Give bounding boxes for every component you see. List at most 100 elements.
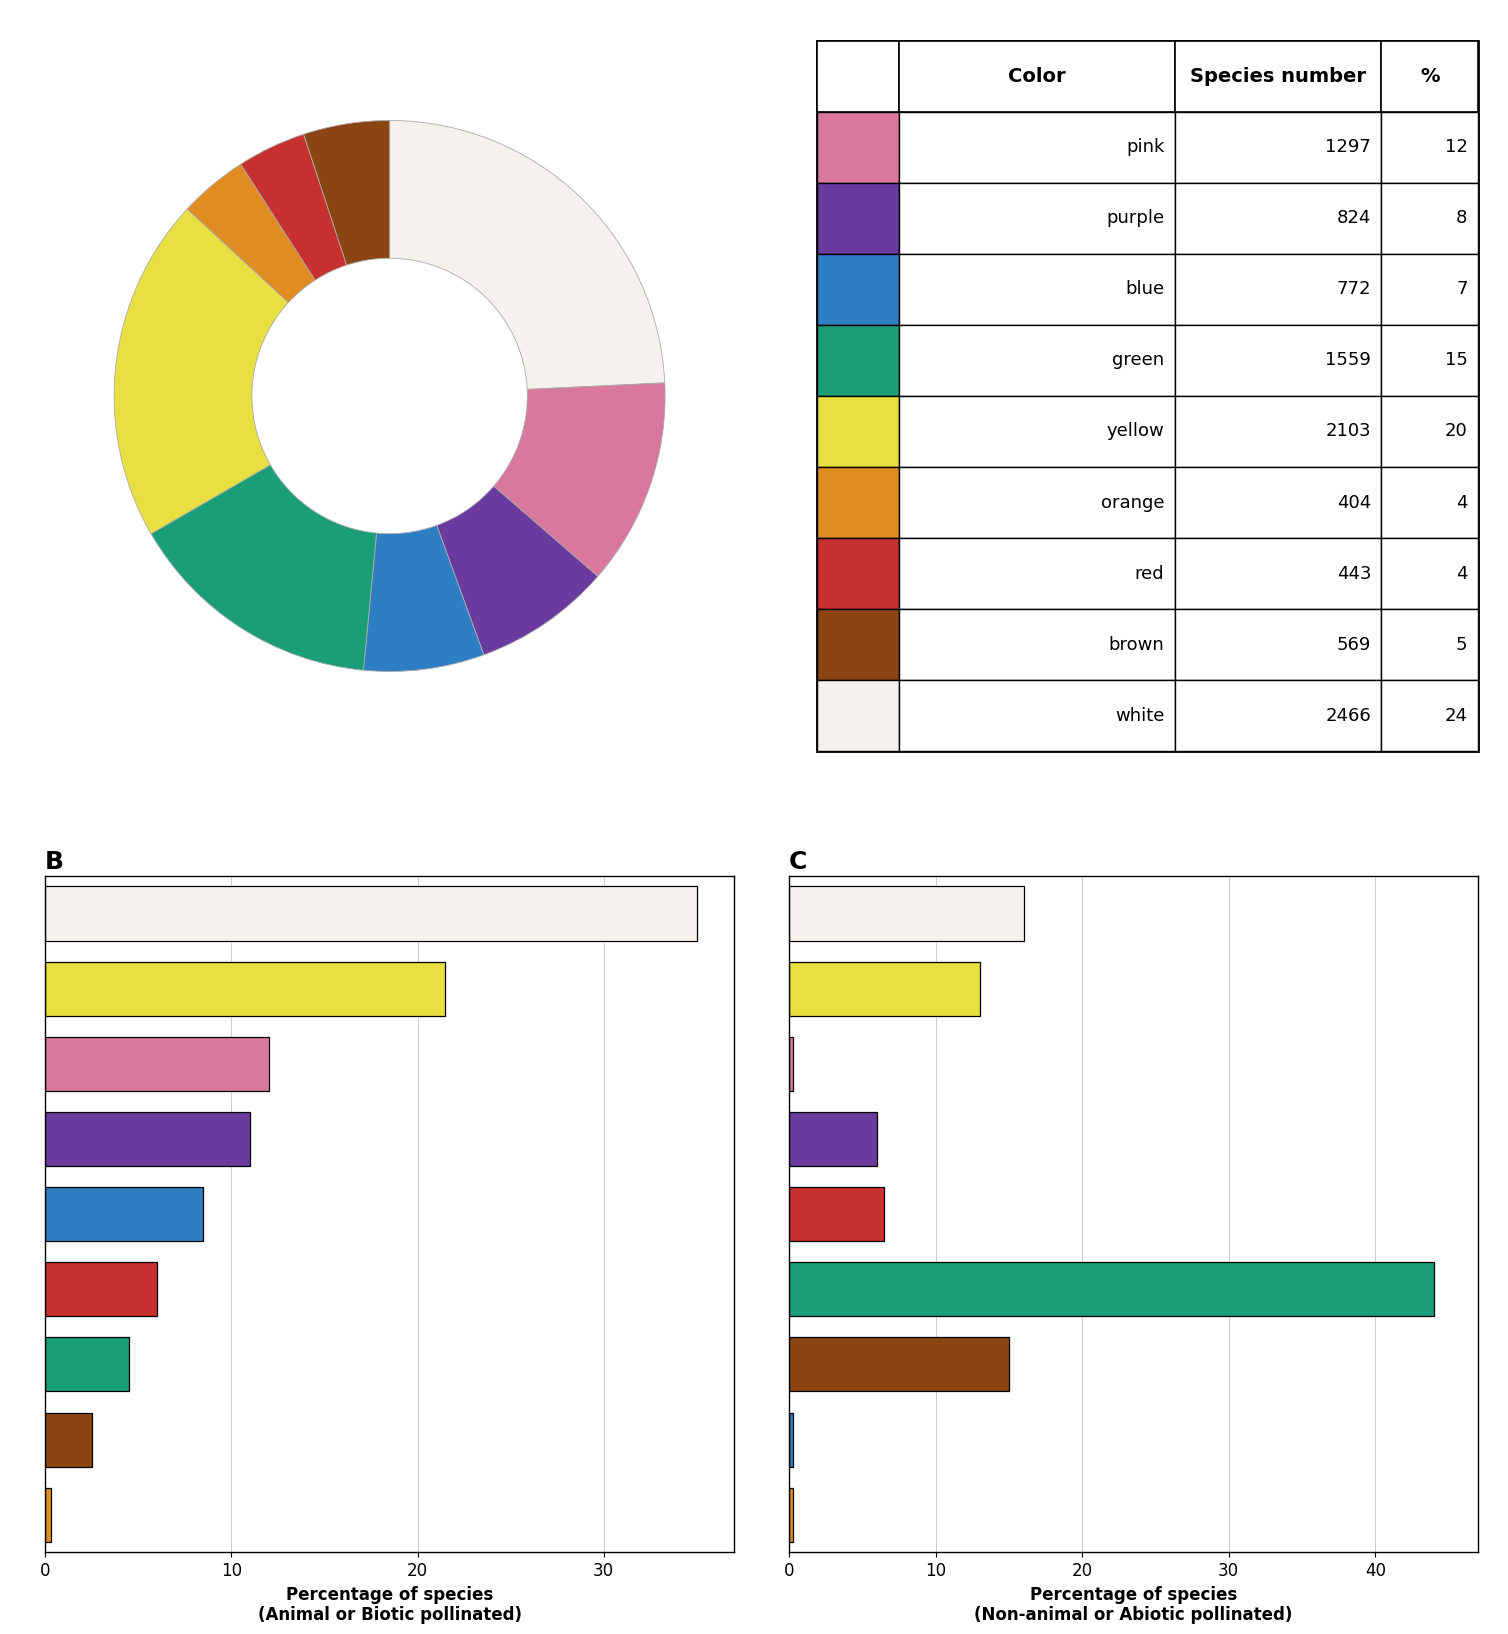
Bar — [789, 1412, 793, 1467]
Text: 15: 15 — [1445, 351, 1467, 369]
Bar — [45, 1337, 130, 1392]
Text: 1297: 1297 — [1326, 139, 1371, 157]
Wedge shape — [303, 121, 389, 265]
X-axis label: Percentage of species
(Animal or Biotic pollinated): Percentage of species (Animal or Biotic … — [258, 1585, 522, 1624]
Bar — [1175, 183, 1381, 253]
Bar — [817, 183, 899, 253]
Bar — [899, 467, 1175, 538]
Bar — [899, 538, 1175, 609]
Bar — [1175, 253, 1381, 325]
Bar — [1175, 680, 1381, 752]
Bar — [1381, 183, 1478, 253]
Bar — [817, 395, 899, 467]
Bar — [899, 183, 1175, 253]
Bar — [789, 1111, 878, 1167]
Bar — [1381, 395, 1478, 467]
Text: 5: 5 — [1457, 636, 1467, 654]
Bar — [45, 1111, 250, 1167]
Bar — [1381, 609, 1478, 680]
Bar — [817, 325, 899, 395]
Wedge shape — [493, 382, 665, 577]
Bar — [899, 680, 1175, 752]
Text: 12: 12 — [1445, 139, 1467, 157]
Text: B: B — [45, 850, 65, 874]
Text: 8: 8 — [1457, 209, 1467, 227]
Text: 7: 7 — [1457, 281, 1467, 299]
Bar — [1381, 41, 1478, 111]
Text: 1559: 1559 — [1326, 351, 1371, 369]
Wedge shape — [115, 209, 288, 534]
X-axis label: Percentage of species
(Non-animal or Abiotic pollinated): Percentage of species (Non-animal or Abi… — [974, 1585, 1292, 1624]
Bar — [45, 1412, 92, 1467]
Bar — [817, 609, 899, 680]
Text: green: green — [1113, 351, 1164, 369]
Bar — [45, 961, 445, 1016]
Bar — [899, 41, 1175, 111]
Wedge shape — [437, 487, 597, 655]
Bar — [45, 1261, 157, 1317]
Bar — [1381, 111, 1478, 183]
Bar — [1381, 253, 1478, 325]
Bar — [899, 253, 1175, 325]
Text: 4: 4 — [1457, 493, 1467, 511]
Bar — [817, 253, 899, 325]
Text: 2103: 2103 — [1326, 423, 1371, 441]
Text: blue: blue — [1125, 281, 1164, 299]
Wedge shape — [363, 526, 484, 672]
Bar — [1175, 467, 1381, 538]
Bar — [45, 1186, 204, 1242]
Text: 443: 443 — [1336, 564, 1371, 583]
Bar — [789, 1261, 1434, 1317]
Bar — [45, 886, 697, 941]
Text: red: red — [1136, 564, 1164, 583]
Text: Species number: Species number — [1190, 67, 1366, 87]
Text: 569: 569 — [1336, 636, 1371, 654]
Bar — [789, 961, 980, 1016]
Text: 20: 20 — [1445, 423, 1467, 441]
Bar — [817, 467, 899, 538]
Text: 772: 772 — [1336, 281, 1371, 299]
Bar — [1381, 467, 1478, 538]
Bar — [789, 1036, 793, 1092]
Bar — [45, 1036, 268, 1092]
Bar — [1381, 325, 1478, 395]
Bar — [789, 1186, 884, 1242]
Bar — [1175, 41, 1381, 111]
Wedge shape — [389, 121, 665, 389]
Text: 24: 24 — [1445, 706, 1467, 724]
Bar — [1175, 538, 1381, 609]
Bar — [817, 680, 899, 752]
Text: orange: orange — [1101, 493, 1164, 511]
Text: 2466: 2466 — [1326, 706, 1371, 724]
Text: 824: 824 — [1336, 209, 1371, 227]
Text: white: white — [1114, 706, 1164, 724]
Wedge shape — [187, 163, 315, 302]
Text: Color: Color — [1009, 67, 1066, 87]
Text: brown: brown — [1108, 636, 1164, 654]
Bar — [899, 395, 1175, 467]
Text: 404: 404 — [1336, 493, 1371, 511]
Bar — [817, 538, 899, 609]
Bar — [789, 1487, 793, 1542]
Bar — [1381, 538, 1478, 609]
Bar — [899, 111, 1175, 183]
Text: pink: pink — [1126, 139, 1164, 157]
Bar — [1175, 111, 1381, 183]
Bar — [789, 886, 1024, 941]
Bar — [1175, 395, 1381, 467]
Bar — [899, 325, 1175, 395]
Text: purple: purple — [1107, 209, 1164, 227]
Bar — [45, 1487, 51, 1542]
Bar — [817, 111, 899, 183]
Text: yellow: yellow — [1107, 423, 1164, 441]
Bar — [1175, 325, 1381, 395]
Bar — [1175, 609, 1381, 680]
Text: %: % — [1421, 67, 1439, 87]
Bar — [817, 41, 899, 111]
Bar — [1381, 680, 1478, 752]
Bar — [899, 609, 1175, 680]
Text: 4: 4 — [1457, 564, 1467, 583]
Wedge shape — [151, 464, 377, 670]
Bar — [789, 1337, 1009, 1392]
Wedge shape — [241, 134, 347, 279]
